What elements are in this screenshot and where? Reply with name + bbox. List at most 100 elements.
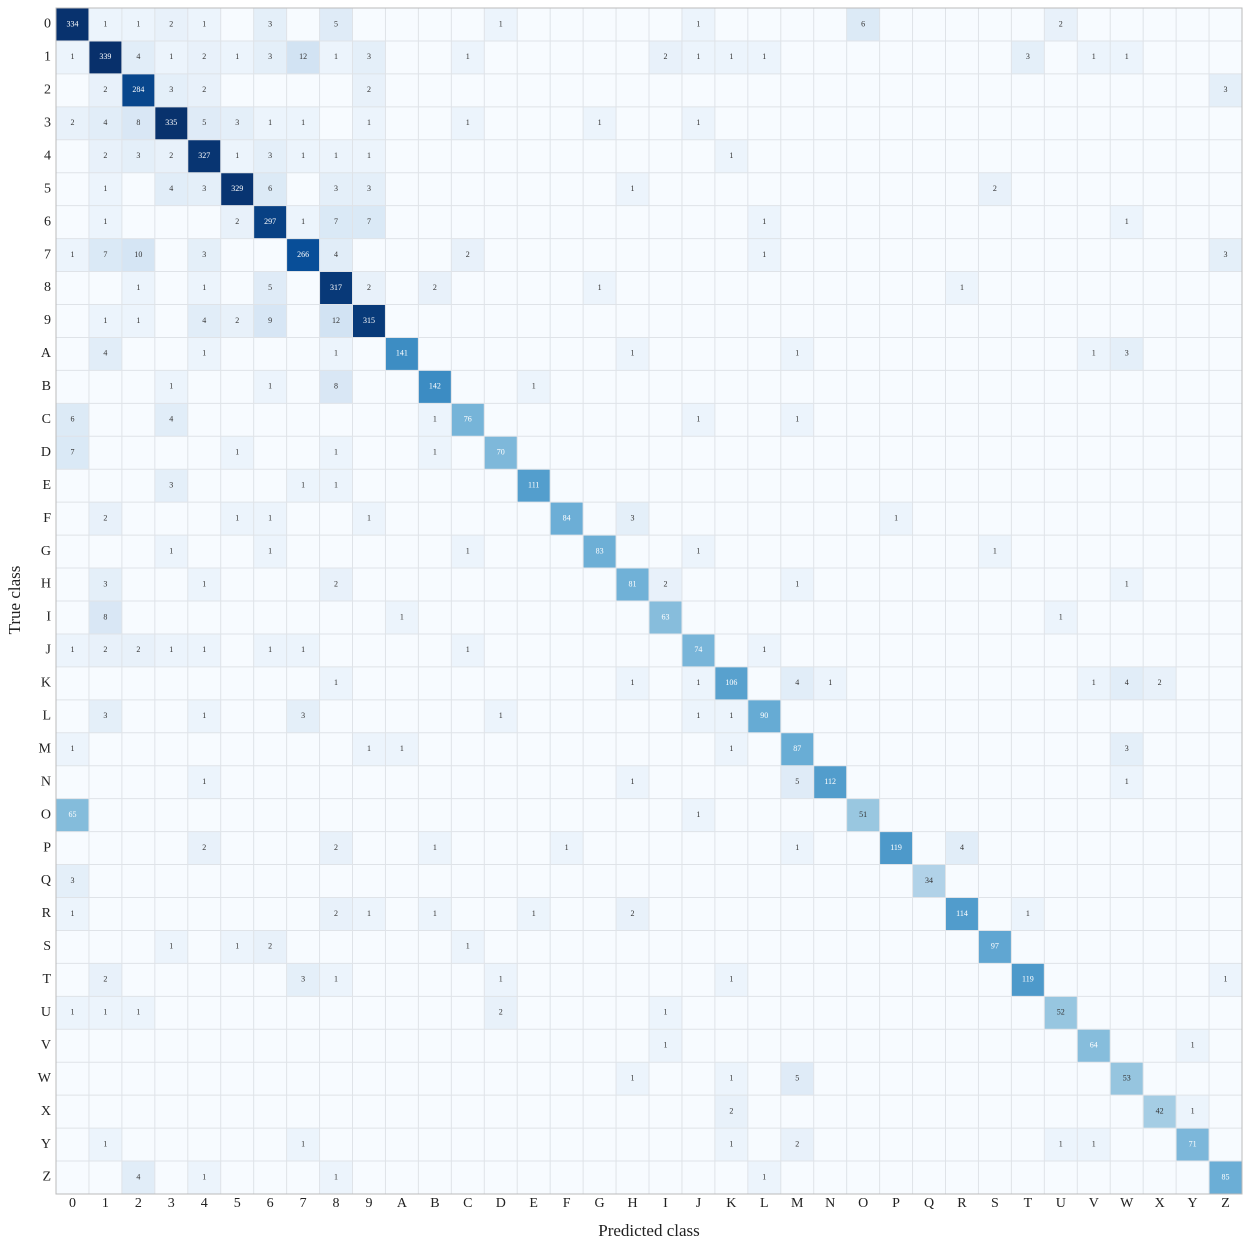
- heatmap-cell: [1176, 1029, 1210, 1063]
- cell-value: 329: [231, 184, 243, 193]
- heatmap-cell: [319, 370, 353, 404]
- heatmap-cell: [88, 139, 122, 173]
- heatmap-cell: [286, 40, 320, 74]
- heatmap-cell: [616, 502, 649, 536]
- heatmap-cell: [1011, 40, 1045, 74]
- heatmap-cell: [88, 337, 122, 371]
- y-tick-label: 8: [44, 280, 51, 295]
- heatmap-cell: [451, 403, 485, 437]
- heatmap-cell: [88, 8, 122, 41]
- heatmap-cell: [286, 633, 320, 667]
- heatmap-cell: [154, 930, 188, 964]
- cell-value: 1: [696, 546, 700, 555]
- heatmap-cell: [714, 139, 748, 173]
- cell-value: 1: [301, 1139, 305, 1148]
- x-tick-label: O: [858, 1196, 868, 1211]
- cell-value: 1: [334, 1172, 338, 1181]
- heatmap-cell: [187, 238, 221, 272]
- cell-value: 1: [696, 810, 700, 819]
- cell-value: 2: [334, 579, 338, 588]
- cell-value: 1: [762, 52, 766, 61]
- heatmap-cell: [550, 831, 584, 865]
- cell-value: 1: [466, 645, 470, 654]
- cell-value: 1: [433, 909, 437, 918]
- heatmap-cell: [649, 1029, 682, 1063]
- cell-value: 1: [202, 349, 206, 358]
- cell-value: 34: [925, 876, 933, 885]
- x-tick-label: 5: [234, 1196, 241, 1211]
- cell-value: 3: [268, 19, 272, 28]
- cell-value: 1: [103, 1008, 107, 1017]
- cell-value: 1: [795, 349, 799, 358]
- cell-value: 1: [499, 19, 503, 28]
- heatmap-cell: [88, 172, 122, 206]
- cell-value: 8: [334, 382, 338, 391]
- cell-value: 1: [729, 151, 733, 160]
- heatmap-cell: [1110, 205, 1144, 239]
- cell-value: 6: [268, 184, 272, 193]
- heatmap-cell: [319, 568, 353, 601]
- heatmap-cell: [681, 633, 715, 667]
- heatmap-cell: [319, 897, 353, 931]
- heatmap-cell: [747, 205, 781, 239]
- cell-value: 1: [499, 711, 503, 720]
- heatmap-cell: [780, 337, 814, 371]
- cell-value: 1: [70, 645, 74, 654]
- cell-value: 315: [363, 316, 375, 325]
- x-tick-label: S: [991, 1196, 999, 1211]
- cell-value: 7: [70, 448, 74, 457]
- y-tick-label: F: [43, 511, 51, 526]
- heatmap-cell: [1011, 963, 1045, 997]
- cell-value: 1: [301, 217, 305, 226]
- cell-value: 1: [762, 217, 766, 226]
- heatmap-cell: [220, 502, 254, 536]
- cell-value: 317: [330, 283, 342, 292]
- cell-value: 1: [795, 415, 799, 424]
- heatmap-cell: [187, 8, 221, 41]
- heatmap-cell: [484, 996, 518, 1030]
- cell-value: 1: [202, 579, 206, 588]
- heatmap-cell: [253, 304, 287, 338]
- heatmap-cell: [385, 732, 419, 766]
- heatmap-cell: [649, 996, 682, 1030]
- cell-value: 5: [268, 283, 272, 292]
- y-tick-label: K: [41, 676, 51, 691]
- cell-value: 3: [235, 118, 239, 127]
- heatmap-cell: [649, 568, 682, 601]
- cell-value: 1: [400, 612, 404, 621]
- cell-value: 1: [235, 513, 239, 522]
- heatmap-cell: [154, 106, 188, 140]
- cell-value: 10: [134, 250, 142, 259]
- cell-value: 1: [169, 382, 173, 391]
- y-tick-label: N: [41, 774, 51, 789]
- heatmap-cell: [220, 930, 254, 964]
- x-tick-label: E: [529, 1196, 538, 1211]
- y-tick-label: 6: [44, 214, 51, 229]
- heatmap-cell: [1077, 1029, 1111, 1063]
- heatmap-cell: [1110, 1062, 1144, 1096]
- y-tick-label: B: [42, 379, 51, 394]
- cell-value: 9: [268, 316, 272, 325]
- cell-value: 1: [169, 546, 173, 555]
- heatmap-cell: [56, 40, 89, 74]
- heatmap-cell: [451, 238, 485, 272]
- cell-value: 2: [169, 151, 173, 160]
- cell-value: 2: [202, 52, 206, 61]
- heatmap-cell: [1110, 337, 1144, 371]
- heatmap-cell: [352, 271, 386, 305]
- heatmap-cell: [220, 106, 254, 140]
- cell-value: 7: [103, 250, 107, 259]
- cell-value: 1: [334, 52, 338, 61]
- heatmap-cell: [649, 40, 682, 74]
- cell-value: 1: [70, 52, 74, 61]
- heatmap-cell: [418, 831, 452, 865]
- heatmap-cell: [681, 8, 715, 41]
- heatmap-cell: [253, 205, 287, 239]
- y-tick-label: M: [39, 741, 52, 756]
- heatmap-cell: [352, 73, 386, 107]
- cell-value: 1: [663, 1041, 667, 1050]
- y-tick-label: E: [42, 478, 51, 493]
- heatmap-cell: [879, 831, 913, 865]
- heatmap-cell: [56, 238, 89, 272]
- y-tick-label: L: [42, 709, 51, 724]
